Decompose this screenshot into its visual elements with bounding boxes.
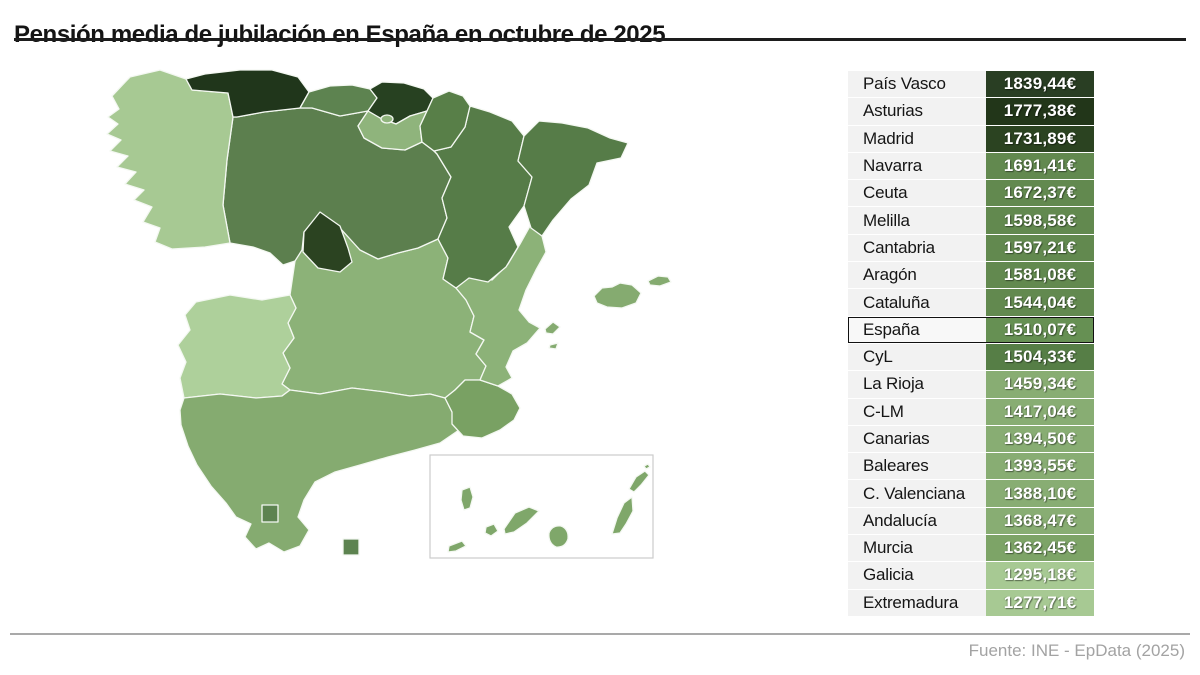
map-region-baleares-formentera[interactable] [548, 342, 559, 350]
region-value-badge: 1597,21€ [986, 234, 1094, 262]
map-region-navarra[interactable] [419, 90, 471, 152]
table-row: Navarra 1691,41€ [848, 152, 1094, 180]
map-region-galicia[interactable] [106, 69, 234, 250]
table-row: C-LM 1417,04€ [848, 398, 1094, 425]
map-region-canarias-la-palma[interactable] [460, 486, 474, 511]
map-region-canarias-gran-canaria[interactable] [548, 525, 569, 548]
table-row: Canarias 1394,50€ [848, 425, 1094, 453]
table-row: Aragón 1581,08€ [848, 262, 1094, 289]
table-row: Baleares 1393,55€ [848, 453, 1094, 480]
region-value-badge: 1362,45€ [986, 535, 1094, 562]
region-value-badge: 1504,33€ [986, 343, 1094, 371]
map-region-canarias-el-hierro[interactable] [447, 540, 467, 553]
region-value-badge: 1731,89€ [986, 125, 1094, 152]
region-name-label: C. Valenciana [848, 480, 986, 507]
region-name-label: CyL [848, 343, 986, 371]
map-region-canarias-lanzarote[interactable] [628, 470, 650, 493]
region-name-label: C-LM [848, 398, 986, 425]
ranking-table: País Vasco 1839,44€ Asturias 1777,38€ Madrid… [848, 71, 1094, 617]
region-name-label: Aragón [848, 262, 986, 289]
map-region-cataluna[interactable] [517, 120, 629, 237]
map-region-canarias-fuerteventura[interactable] [611, 496, 634, 535]
map-region-madrid[interactable] [302, 211, 353, 273]
region-name-label: España [848, 316, 986, 343]
table-row: Ceuta 1672,37€ [848, 180, 1094, 207]
map-region-canarias-islote[interactable] [643, 463, 651, 470]
map-region-murcia[interactable] [444, 379, 521, 439]
map-region-extremadura[interactable] [177, 294, 297, 399]
spain-choropleth-map [85, 56, 685, 568]
map-enclave-trevino [380, 114, 394, 124]
table-row: Melilla 1598,58€ [848, 207, 1094, 234]
table-row: C. Valenciana 1388,10€ [848, 480, 1094, 507]
region-name-label: Canarias [848, 425, 986, 453]
map-region-baleares-ibiza[interactable] [544, 321, 561, 335]
region-name-label: Extremadura [848, 589, 986, 616]
region-name-label: Murcia [848, 535, 986, 562]
region-value-badge: 1393,55€ [986, 453, 1094, 480]
region-value-badge: 1277,71€ [986, 589, 1094, 616]
region-value-badge: 1459,34€ [986, 371, 1094, 398]
table-row: Andalucía 1368,47€ [848, 507, 1094, 535]
table-row: Cantabria 1597,21€ [848, 234, 1094, 262]
region-name-label: Cataluña [848, 289, 986, 316]
region-name-label: Galicia [848, 562, 986, 589]
region-value-badge: 1598,58€ [986, 207, 1094, 234]
region-value-badge: 1672,37€ [986, 180, 1094, 207]
source-attribution: Fuente: INE - EpData (2025) [968, 641, 1185, 660]
map-region-baleares-mallorca[interactable] [593, 282, 642, 309]
table-row: Galicia 1295,18€ [848, 562, 1094, 589]
region-value-badge: 1368,47€ [986, 507, 1094, 535]
region-name-label: Ceuta [848, 180, 986, 207]
table-row-espana-highlight: España 1510,07€ [848, 316, 1094, 343]
footer-divider [10, 633, 1190, 635]
table-row: País Vasco 1839,44€ [848, 71, 1094, 98]
region-value-badge: 1510,07€ [986, 316, 1094, 343]
region-value-badge: 1839,44€ [986, 71, 1094, 98]
region-value-badge: 1295,18€ [986, 562, 1094, 589]
region-value-badge: 1691,41€ [986, 152, 1094, 180]
region-value-badge: 1777,38€ [986, 98, 1094, 125]
region-value-badge: 1417,04€ [986, 398, 1094, 425]
region-value-badge: 1388,10€ [986, 480, 1094, 507]
region-value-badge: 1394,50€ [986, 425, 1094, 453]
region-value-badge: 1544,04€ [986, 289, 1094, 316]
region-name-label: Melilla [848, 207, 986, 234]
region-value-badge: 1581,08€ [986, 262, 1094, 289]
region-name-label: Madrid [848, 125, 986, 152]
title-divider [14, 38, 1186, 41]
table-row: Madrid 1731,89€ [848, 125, 1094, 152]
region-name-label: Andalucía [848, 507, 986, 535]
region-name-label: Asturias [848, 98, 986, 125]
map-region-canarias-tenerife[interactable] [503, 506, 540, 535]
page-title: Pensión media de jubilación en España en… [14, 21, 666, 49]
table-row: Cataluña 1544,04€ [848, 289, 1094, 316]
table-row: Murcia 1362,45€ [848, 535, 1094, 562]
table-row: Extremadura 1277,71€ [848, 589, 1094, 616]
region-name-label: Baleares [848, 453, 986, 480]
region-name-label: País Vasco [848, 71, 986, 98]
map-region-melilla[interactable] [342, 538, 360, 556]
region-name-label: La Rioja [848, 371, 986, 398]
table-row: Asturias 1777,38€ [848, 98, 1094, 125]
canary-inset-box [429, 454, 654, 559]
region-name-label: Navarra [848, 152, 986, 180]
table-row: La Rioja 1459,34€ [848, 371, 1094, 398]
map-region-ceuta[interactable] [261, 504, 279, 523]
map-region-baleares-menorca[interactable] [647, 275, 672, 287]
table-row: CyL 1504,33€ [848, 343, 1094, 371]
region-name-label: Cantabria [848, 234, 986, 262]
map-region-andalucia[interactable] [179, 387, 460, 553]
map-region-canarias-la-gomera[interactable] [484, 523, 499, 537]
